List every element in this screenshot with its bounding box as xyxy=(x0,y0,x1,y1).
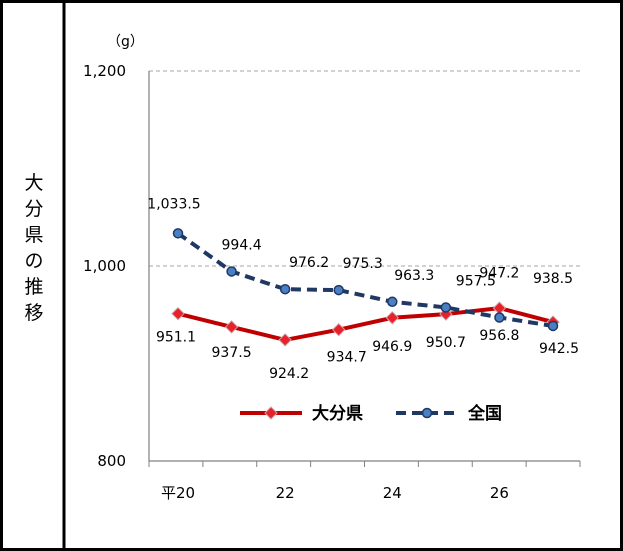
series-point xyxy=(332,322,346,337)
line-chart: 800 1,000 1,200 平20 22 24 26 （g） 951.1 937.5 924.2… xyxy=(83,34,581,502)
series-point xyxy=(279,283,291,295)
side-label-char: 大 xyxy=(24,172,44,194)
data-label: 950.7 xyxy=(426,335,466,351)
data-label: 942.5 xyxy=(539,341,579,357)
data-label: 957.5 xyxy=(456,273,496,289)
legend-marker xyxy=(264,406,278,420)
series-point xyxy=(172,228,184,239)
data-label: 946.9 xyxy=(372,339,412,355)
data-label: 975.3 xyxy=(343,256,383,272)
data-label: 951.1 xyxy=(156,330,196,346)
series-point xyxy=(333,284,344,296)
series-point xyxy=(385,311,399,325)
data-label: 947.2 xyxy=(479,265,519,281)
legend-label: 大分県 xyxy=(312,403,363,424)
data-label: 938.5 xyxy=(533,271,573,287)
data-label: 924.2 xyxy=(269,366,309,382)
side-label-char: 分 xyxy=(24,198,44,220)
x-tick-label: 26 xyxy=(490,484,509,502)
legend-label: 全国 xyxy=(467,403,502,424)
series-point xyxy=(278,333,292,347)
series-point xyxy=(171,306,185,321)
series-point xyxy=(547,320,559,332)
data-label: 976.2 xyxy=(289,255,329,271)
data-label: 934.7 xyxy=(327,350,367,366)
data-label: 963.3 xyxy=(394,268,434,284)
side-label-char: 移 xyxy=(24,302,44,324)
data-label: 956.8 xyxy=(479,328,519,344)
series-point xyxy=(494,312,505,323)
series-point xyxy=(387,296,398,308)
unit-label: （g） xyxy=(107,34,144,50)
x-tick-label: 22 xyxy=(276,484,295,502)
side-label-char: 推 xyxy=(24,276,44,298)
series-line xyxy=(177,306,554,342)
legend-marker xyxy=(421,407,433,419)
data-label: 937.5 xyxy=(212,345,252,361)
series-line xyxy=(176,231,554,328)
side-label-char: の xyxy=(24,250,44,272)
y-tick-label: 1,000 xyxy=(83,257,126,275)
x-tick-label: 24 xyxy=(383,484,402,502)
series-point xyxy=(440,302,452,313)
y-tick-label: 1,200 xyxy=(83,62,126,80)
side-label: 大分県の推移 xyxy=(10,170,58,326)
data-label: 1,033.5 xyxy=(147,196,200,212)
series-point xyxy=(226,266,237,277)
data-label: 994.4 xyxy=(222,237,262,253)
x-tick-label: 平20 xyxy=(161,484,195,502)
side-label-char: 県 xyxy=(24,224,44,246)
y-tick-label: 800 xyxy=(97,452,126,470)
series-point xyxy=(224,320,239,334)
